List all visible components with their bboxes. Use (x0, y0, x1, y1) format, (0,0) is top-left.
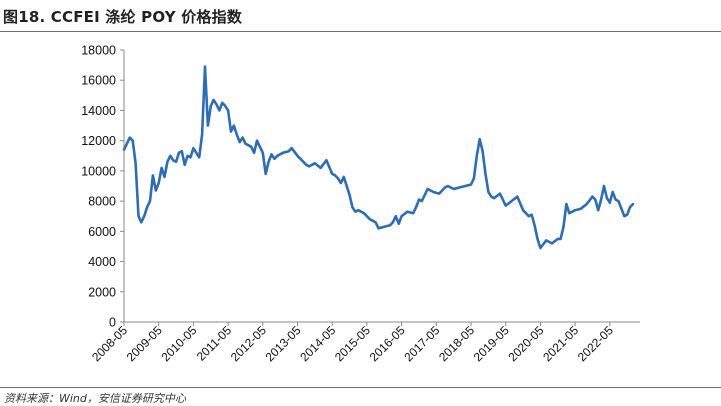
y-tick-label: 18000 (81, 44, 116, 58)
title-divider (0, 31, 721, 32)
y-tick-label: 4000 (88, 255, 116, 269)
x-tick-label: 2015-05 (332, 323, 373, 364)
y-tick-label: 16000 (81, 74, 116, 88)
y-tick-label: 2000 (88, 285, 116, 299)
y-tick-label: 12000 (81, 134, 116, 148)
x-tick-label: 2009-05 (124, 323, 165, 364)
x-tick-label: 2017-05 (401, 323, 442, 364)
series-line (122, 65, 635, 250)
y-axis: 0 2000 4000 6000 8000 10000 12000 14000 16000 180… (81, 44, 125, 330)
y-tick-label: 8000 (88, 195, 116, 209)
y-tick-label: 0 (109, 316, 116, 330)
x-tick-label: 2022-05 (575, 323, 616, 364)
source-divider (0, 387, 721, 388)
x-tick-label: 2011-05 (194, 323, 235, 364)
x-tick-label: 2020-05 (505, 323, 546, 364)
x-tick-label: 2014-05 (297, 323, 338, 364)
y-tick-label: 14000 (81, 104, 116, 118)
x-axis: 2008-052009-052010-052011-052012-052013-… (89, 321, 640, 364)
source-note: 资料来源：Wind，安信证券研究中心 (4, 392, 186, 405)
x-tick-label: 2012-05 (228, 323, 269, 364)
x-tick-label: 2016-05 (367, 323, 408, 364)
y-tick-label: 6000 (88, 225, 116, 239)
x-tick-label: 2013-05 (263, 323, 304, 364)
x-tick-label: 2019-05 (471, 323, 512, 364)
x-tick-label: 2010-05 (158, 323, 199, 364)
x-tick-label: 2018-05 (436, 323, 477, 364)
y-tick-label: 10000 (81, 164, 116, 178)
chart-title: 图18. CCFEI 涤纶 POY 价格指数 (3, 8, 243, 26)
x-tick-label: 2021-05 (540, 323, 581, 364)
